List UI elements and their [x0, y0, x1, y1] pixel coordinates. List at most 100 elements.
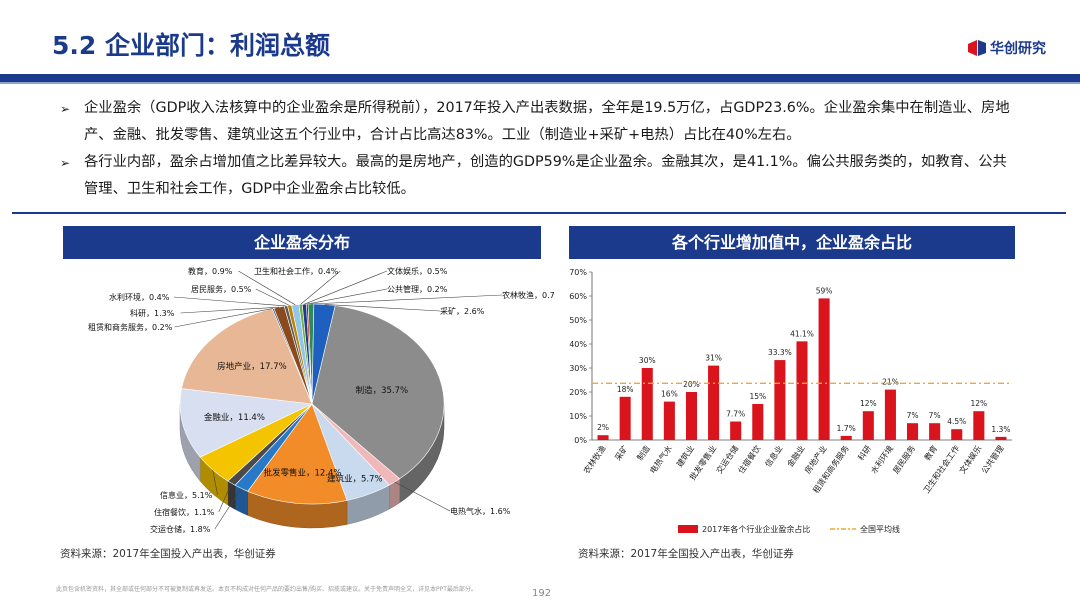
x-tick-label: 建筑业 — [674, 443, 696, 468]
section-divider — [12, 212, 1066, 214]
x-tick-label: 农林牧渔 — [581, 443, 608, 475]
bar-科研 — [862, 411, 874, 440]
bar-农林牧渔 — [597, 435, 609, 440]
y-tick-label: 70% — [569, 268, 587, 277]
y-tick-label: 20% — [569, 388, 587, 397]
pie-label: 教育，0.9% — [188, 266, 233, 276]
bar-value-label: 12% — [860, 399, 877, 408]
bar-chart: 0% 10% 20% 30% 40% 50% 60% 70% 2% 农林牧渔 18% 采矿 30% 制造 1… — [569, 268, 1012, 534]
pie-chart: 农林牧渔，0.7% 采矿，2.6% 制造，35.7% 电热气水，1.6% 建筑业，5.7… — [88, 266, 555, 534]
pie-label-layer: 农林牧渔，0.7% 采矿，2.6% 制造，35.7% 电热气水，1.6% 建筑业，5.7… — [88, 266, 555, 534]
bar-房地产业 — [818, 298, 830, 440]
pie-label: 公共管理，0.2% — [387, 284, 448, 294]
bar-卫生和社会工作 — [951, 429, 963, 440]
x-tick-label: 采矿 — [612, 443, 629, 462]
y-tick-label: 40% — [569, 340, 587, 349]
legend-bar-label: 2017年各个行业企业盈余占比 — [702, 524, 810, 534]
bar-租赁和商务服务 — [840, 435, 852, 440]
bullet-text: 企业盈余（GDP收入法核算中的企业盈余是所得税前），2017年投入产出表数据，全… — [84, 100, 1010, 143]
pie-leader-line — [180, 306, 280, 314]
x-tick-label: 电热气水 — [647, 443, 674, 475]
bar-value-label: 16% — [661, 390, 678, 399]
bar-value-label: 41.1% — [790, 329, 814, 338]
bar-value-label: 15% — [749, 392, 766, 401]
pie-leader-line — [214, 488, 242, 530]
pie-slice-金融业 — [179, 388, 314, 458]
x-tick-label: 住宿餐饮 — [736, 443, 763, 475]
bar-文体娱乐 — [973, 411, 985, 440]
pie-leader-line — [218, 483, 232, 513]
bar-住宿餐饮 — [752, 404, 764, 440]
x-tick-label: 居民服务 — [891, 443, 918, 475]
pie-leader-line — [238, 270, 296, 306]
x-tick-label: 公共管理 — [979, 443, 1006, 475]
pie-slice-房地产业 — [181, 308, 313, 405]
pie-label: 房地产业，17.7% — [217, 361, 287, 372]
pie-leader-line — [212, 469, 218, 496]
x-tick-label: 信息业 — [763, 443, 785, 468]
header-bar-thin — [0, 82, 1080, 84]
pie-label: 批发零售业，12.4% — [263, 468, 341, 479]
pie-label: 水利环境，0.4% — [109, 292, 170, 302]
page-number: 192 — [532, 588, 552, 599]
pie-leader-line — [255, 288, 290, 306]
pie-leader-line — [173, 296, 286, 307]
pie-label: 居民服务，0.5% — [191, 284, 252, 294]
pie-panel-title: 企业盈余分布 — [63, 226, 541, 259]
pie-label: 农林牧渔，0.7% — [502, 290, 555, 300]
pie-slice-批发零售业 — [247, 403, 348, 505]
bar-信息业 — [774, 360, 786, 440]
bar-value-label: 20% — [683, 380, 700, 389]
x-tick-label: 金融业 — [785, 443, 807, 468]
bar-value-label: 7% — [907, 411, 919, 420]
bar-value-label: 4.5% — [947, 417, 966, 426]
bar-value-label: 7.7% — [726, 410, 745, 419]
bar-value-label: 30% — [639, 356, 656, 365]
pie-leader-line — [300, 270, 341, 305]
bullet-item: ➢ 企业盈余（GDP收入法核算中的企业盈余是所得税前），2017年投入产出表数据… — [60, 95, 1020, 149]
bar-value-label: 1.7% — [837, 424, 856, 433]
page-title: 5.2 企业部门：利润总额 — [52, 31, 330, 60]
bullet-list: ➢ 企业盈余（GDP收入法核算中的企业盈余是所得税前），2017年投入产出表数据… — [60, 95, 1020, 203]
pie-label: 科研，1.3% — [130, 308, 175, 318]
pie-leader-line — [394, 481, 451, 512]
legend-bar-swatch — [678, 525, 698, 533]
pie-label: 卫生和社会工作，0.4% — [254, 266, 339, 276]
y-tick-label: 0% — [574, 436, 587, 445]
bar-value-label: 2% — [597, 423, 609, 432]
pie-leader-line — [304, 270, 388, 305]
x-tick-label: 科研 — [856, 443, 873, 462]
pie-slice-side — [227, 480, 236, 510]
arrow-bullet-icon: ➢ — [60, 156, 71, 170]
x-tick-label: 教育 — [922, 443, 939, 462]
brand-logo: 华创研究 — [968, 38, 1046, 58]
bar-value-label: 1.3% — [991, 425, 1010, 434]
bar-居民服务 — [907, 423, 919, 440]
bar-value-label: 59% — [816, 286, 833, 295]
y-tick-label: 10% — [569, 412, 587, 421]
pie-label: 采矿，2.6% — [440, 306, 485, 316]
pie-source-note: 资料来源：2017年全国投入产出表，华创证券 — [60, 548, 276, 560]
bar-panel-title: 各个行业增加值中，企业盈余占比 — [569, 226, 1015, 259]
header-bar — [0, 74, 1080, 82]
pie-leader-line — [174, 308, 274, 328]
pie-leader-line — [310, 294, 503, 305]
bar-value-label: 18% — [617, 385, 634, 394]
pie-leader-line — [307, 288, 388, 305]
bar-教育 — [929, 423, 941, 440]
pie-label: 信息业，5.1% — [160, 490, 213, 500]
y-tick-label: 60% — [569, 292, 587, 301]
pie-label: 电热气水，1.6% — [450, 506, 511, 516]
bar-批发零售业 — [708, 365, 720, 440]
bar-水利环境 — [884, 389, 896, 440]
pie-label: 租赁和商务服务，0.2% — [88, 322, 173, 332]
y-tick-label: 30% — [569, 364, 587, 373]
x-tick-label: 制造 — [635, 443, 652, 462]
bar-value-label: 31% — [705, 354, 722, 363]
bar-交运仓储 — [730, 421, 742, 440]
bar-建筑业 — [685, 392, 697, 440]
y-tick-label: 50% — [569, 316, 587, 325]
pie-label: 住宿餐饮，1.1% — [154, 507, 215, 517]
bar-电热气水 — [663, 401, 675, 440]
logo-text: 华创研究 — [990, 41, 1046, 57]
